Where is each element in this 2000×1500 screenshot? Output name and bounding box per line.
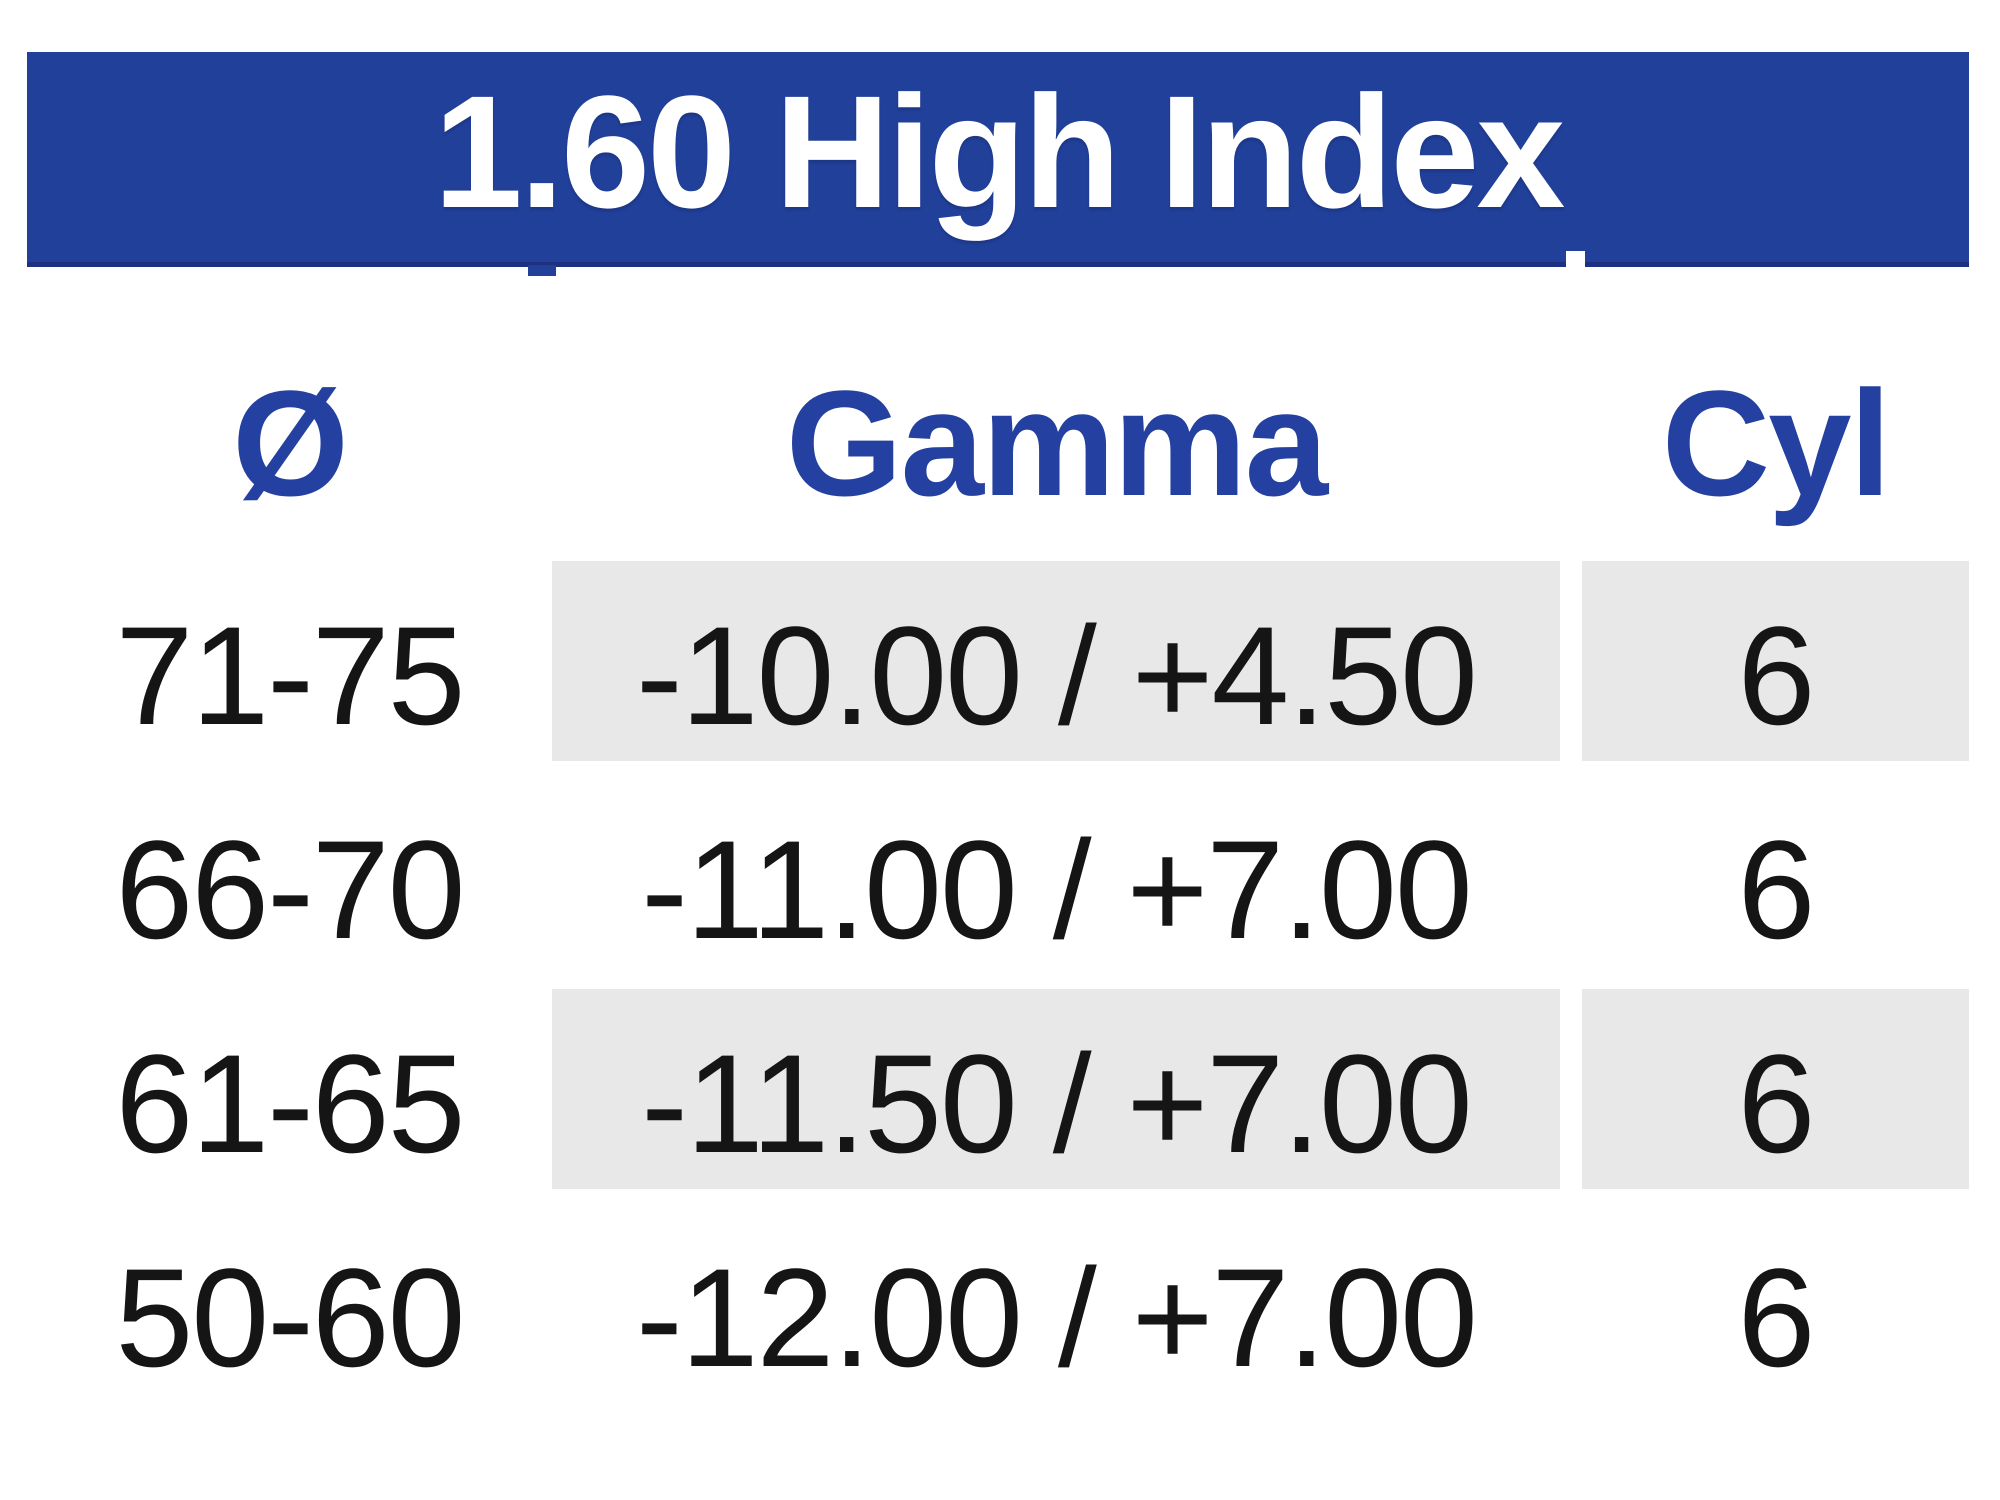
column-gap: [1560, 771, 1582, 985]
cyl-cell: 6: [1582, 1199, 1969, 1413]
gamma-range-cell: -10.00 / +4.50: [552, 557, 1560, 771]
diameter-cell: 66-70: [27, 771, 552, 985]
column-header-gamma: Gamma: [552, 267, 1560, 557]
cyl-value: 6: [1737, 597, 1816, 754]
diameter-value: 71-75: [115, 597, 465, 754]
cyl-header-label: Cyl: [1661, 358, 1891, 527]
table-title: 1.60 High Index: [433, 62, 1566, 241]
gamma-range-value: -11.00 / +7.00: [641, 811, 1472, 968]
diameter-symbol: Ø: [232, 358, 349, 527]
gamma-header-label: Gamma: [785, 358, 1328, 527]
column-gap: [1560, 557, 1582, 771]
cyl-value: 6: [1737, 1239, 1816, 1396]
column-gap: [1560, 267, 1582, 557]
diameter-cell: 61-65: [27, 985, 552, 1199]
column-gap: [1560, 1199, 1582, 1413]
diameter-value: 61-65: [115, 1025, 465, 1182]
diameter-value: 66-70: [115, 811, 465, 968]
diameter-cell: 50-60: [27, 1199, 552, 1413]
gamma-range-value: -11.50 / +7.00: [641, 1025, 1472, 1182]
gamma-range-cell: -11.50 / +7.00: [552, 985, 1560, 1199]
gamma-range-cell: -12.00 / +7.00: [552, 1199, 1560, 1413]
gamma-range-cell: -11.00 / +7.00: [552, 771, 1560, 985]
availability-table: Ø Gamma Cyl 71-75 -10.00 / +4.50 6 66-70…: [27, 267, 1969, 1413]
gamma-range-value: -10.00 / +4.50: [636, 597, 1478, 754]
gamma-range-value: -12.00 / +7.00: [636, 1239, 1478, 1396]
diameter-cell: 71-75: [27, 557, 552, 771]
cyl-cell: 6: [1582, 771, 1969, 985]
cyl-cell: 6: [1582, 985, 1969, 1199]
column-divider-artifact-right: [1566, 251, 1585, 268]
column-header-diameter: Ø: [27, 267, 552, 557]
column-divider-artifact-left: [528, 265, 556, 276]
diameter-value: 50-60: [115, 1239, 465, 1396]
cyl-value: 6: [1737, 811, 1816, 968]
cyl-cell: 6: [1582, 557, 1969, 771]
column-header-cyl: Cyl: [1582, 267, 1969, 557]
table-title-bar: 1.60 High Index: [27, 52, 1969, 267]
column-gap: [1560, 985, 1582, 1199]
cyl-value: 6: [1737, 1025, 1816, 1182]
